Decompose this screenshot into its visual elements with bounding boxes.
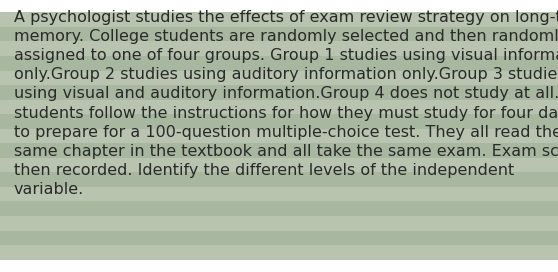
Bar	[0, 27, 558, 41]
Bar	[0, 202, 558, 216]
Bar	[0, 70, 558, 85]
Bar	[0, 172, 558, 187]
Bar	[0, 129, 558, 143]
Bar	[0, 245, 558, 260]
Bar	[0, 158, 558, 172]
Bar	[0, 100, 558, 114]
Bar	[0, 231, 558, 245]
Bar	[0, 216, 558, 231]
Bar	[0, 41, 558, 56]
Bar	[0, 85, 558, 100]
Bar	[0, 143, 558, 158]
Bar	[0, 12, 558, 27]
Bar	[0, 56, 558, 70]
Bar	[0, 114, 558, 129]
Bar	[0, 187, 558, 202]
Text: A psychologist studies the effects of exam review strategy on long-term
memory. : A psychologist studies the effects of ex…	[14, 10, 558, 197]
